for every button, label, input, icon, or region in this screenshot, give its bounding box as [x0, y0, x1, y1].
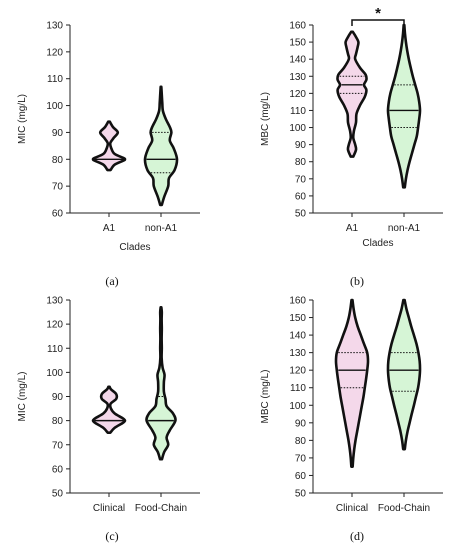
violin-body	[386, 23, 422, 189]
panel-c: 50 60 70 80 90 100 110 120 130 MIC (mg/L) Clinical…	[17, 296, 200, 543]
violin-food-chain	[386, 298, 422, 451]
panel-a: 60 70 80 90 100 110 120 130 MIC (mg/L) A1 non-A1 Cl…	[17, 21, 200, 288]
y-tick-label: 130	[46, 21, 63, 32]
y-tick-label: 70	[52, 440, 64, 451]
y-tick-label: 100	[289, 123, 306, 134]
y-tick-label: 110	[47, 74, 63, 85]
panel-label: (b)	[350, 274, 364, 288]
violin-body	[334, 298, 370, 468]
y-tick-label: 60	[295, 471, 307, 482]
y-tick-label: 90	[295, 418, 307, 429]
y-tick-label: 90	[52, 128, 64, 139]
x-tick-label: A1	[346, 223, 359, 234]
y-tick-label: 70	[295, 174, 307, 185]
y-tick-label: 120	[289, 89, 306, 100]
y-axis-title: MIC (mg/L)	[17, 372, 28, 422]
y-tick-label: 60	[52, 464, 64, 475]
significance-asterisk: *	[375, 5, 381, 22]
x-tick-label: Clinical	[336, 503, 368, 514]
y-tick-label: 100	[46, 101, 63, 112]
x-tick-label: A1	[103, 223, 116, 234]
y-axis-title: MBC (mg/L)	[260, 92, 271, 146]
y-tick-label: 110	[47, 344, 63, 355]
y-tick-label: 130	[289, 348, 306, 359]
x-tick-label: non-A1	[145, 223, 178, 234]
panel-b: 50 60 70 80 90 100 110 120 130 140 150 160 MBC (mg/L…	[260, 5, 443, 288]
y-tick-label: 60	[295, 191, 307, 202]
panel-label: (c)	[105, 529, 118, 543]
violin-body	[145, 305, 177, 461]
violin-non-a1	[143, 85, 179, 207]
violin-non-a1	[386, 23, 422, 189]
y-tick-label: 80	[52, 416, 64, 427]
y-tick-label: 70	[295, 453, 307, 464]
violin-body	[386, 298, 422, 451]
y-tick-label: 160	[289, 21, 306, 32]
y-tick-label: 120	[46, 320, 63, 331]
y-tick-label: 150	[289, 38, 306, 49]
significance-bracket	[351, 19, 405, 26]
y-tick-label: 110	[290, 106, 306, 117]
y-tick-label: 100	[46, 368, 63, 379]
y-tick-label: 120	[289, 366, 306, 377]
violin-body	[91, 120, 127, 172]
violin-a1	[91, 120, 127, 172]
y-tick-label: 80	[295, 436, 307, 447]
x-tick-label: Clinical	[93, 503, 125, 514]
x-tick-label: Food-Chain	[378, 503, 430, 514]
y-tick-label: 110	[290, 383, 306, 394]
y-tick-label: 80	[295, 157, 307, 168]
x-axis-title: Clades	[362, 238, 393, 249]
x-axis-title: Clades	[119, 242, 150, 253]
y-tick-label: 50	[295, 209, 307, 220]
y-tick-label: 150	[289, 313, 306, 324]
violin-clinical	[91, 385, 127, 434]
y-tick-label: 90	[52, 392, 64, 403]
y-axis-title: MBC (mg/L)	[260, 370, 271, 424]
y-tick-label: 120	[46, 47, 63, 58]
y-tick-label: 80	[52, 155, 64, 166]
violin-body	[91, 385, 127, 434]
y-tick-label: 160	[289, 296, 306, 307]
x-tick-label: Food-Chain	[135, 503, 187, 514]
y-tick-label: 130	[289, 72, 306, 83]
violin-clinical	[334, 298, 370, 468]
y-tick-label: 130	[46, 296, 63, 307]
violin-body	[336, 30, 368, 158]
violin-food-chain	[145, 305, 177, 461]
panel-label: (d)	[350, 529, 364, 543]
x-tick-label: non-A1	[388, 223, 421, 234]
y-tick-label: 50	[295, 489, 307, 500]
y-tick-label: 70	[52, 182, 64, 193]
y-tick-label: 60	[52, 209, 64, 220]
violin-a1	[336, 30, 368, 158]
y-tick-label: 90	[295, 140, 307, 151]
y-tick-label: 140	[289, 331, 306, 342]
panel-d: 50 60 70 80 90 100 110 120 130 140 150 160 MBC (mg/L…	[260, 296, 443, 543]
y-tick-label: 140	[289, 55, 306, 66]
y-axis-title: MIC (mg/L)	[17, 94, 28, 144]
violin-body	[143, 85, 179, 207]
y-tick-label: 50	[52, 489, 64, 500]
panel-label: (a)	[105, 274, 118, 288]
y-tick-label: 100	[289, 401, 306, 412]
